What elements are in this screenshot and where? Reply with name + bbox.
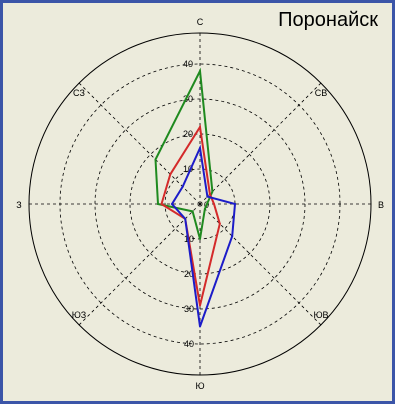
series-1-point-4 [199,304,201,307]
tick-label-north-20: 20 [183,129,193,139]
series-1-point-6 [160,203,163,205]
series-1-point-7 [169,173,172,176]
series-0-point-2 [206,203,208,205]
direction-label-6: З [16,200,21,210]
direction-label-4: Ю [195,381,204,391]
direction-label-2: В [378,200,384,210]
series-2-point-6 [171,203,173,205]
series-2-point-2 [234,203,236,205]
series-2-point-7 [181,185,184,188]
tick-label-north-30: 30 [183,94,193,104]
series-0-point-0 [199,70,201,72]
tick-label-north-10: 10 [183,164,193,174]
direction-label-5: ЮЗ [72,310,87,320]
direction-label-3: ЮВ [313,310,328,320]
chart-frame: Поронайск С СВ В ЮВ Ю ЮЗ З СЗ 10 10 20 20 30 30 40 40 0 [3,3,392,401]
series-0-point-5 [191,210,194,213]
series-0-point-7 [154,158,157,161]
grid-spoke-1 [199,82,322,205]
series-2-point-4 [199,325,201,328]
tick-label-south-20: 20 [184,269,194,279]
tick-label-south-40: 40 [184,339,194,349]
series-0-point-3 [203,207,206,210]
grid-spoke-5 [78,203,201,326]
grid-ring-20 [129,133,271,275]
tick-label-south-30: 30 [184,304,194,314]
chart-title: Поронайск [278,9,378,31]
series-1-point-3 [218,222,221,225]
direction-label-7: СЗ [73,88,85,98]
tick-label-north-40: 40 [183,59,193,69]
series-2-point-0 [199,147,201,149]
series-0-point-4 [199,238,201,240]
series-2-point-1 [206,195,209,198]
series-2-point-3 [231,235,234,238]
series-0-point-6 [157,203,159,205]
direction-label-0: С [197,17,204,27]
series-1-point-2 [213,203,215,205]
series-1-point-1 [208,193,211,196]
grid-spoke-7 [78,82,201,205]
series-1-point-0 [199,126,201,128]
direction-label-1: СВ [315,88,328,98]
grid-spoke-3 [199,203,322,326]
series-2-point-5 [184,217,187,220]
series-0-point-1 [211,190,214,193]
